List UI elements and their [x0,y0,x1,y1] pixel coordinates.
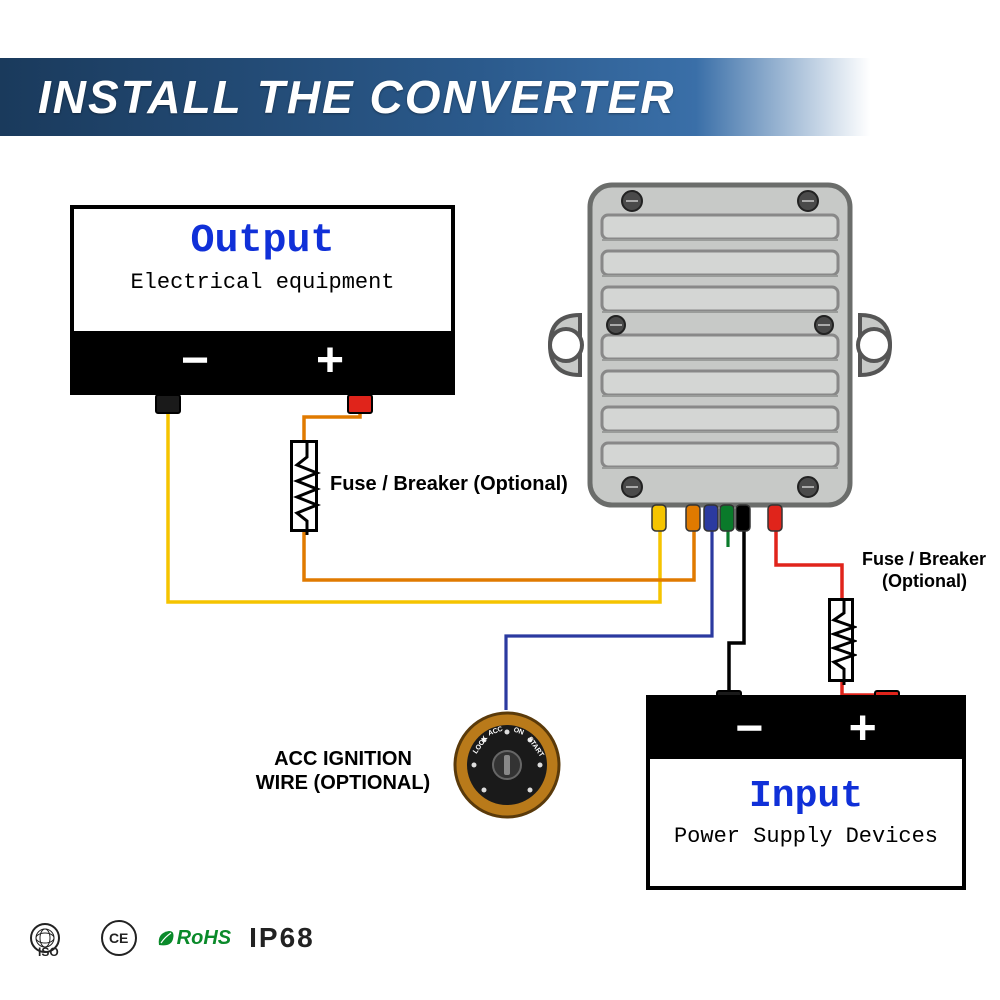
ip68-badge: IP68 [249,922,315,954]
output-sub: Electrical equipment [74,270,451,295]
ce-badge: CE [101,920,137,956]
ignition-label-1: ACC IGNITION [248,747,438,771]
output-terminal: Output Electrical equipment − + [70,205,455,395]
wiring-diagram: Output Electrical equipment − + Fuse / B… [0,155,1000,915]
wire-acc-blue [506,520,712,710]
input-plus: + [849,705,877,753]
post-out-minus [156,395,180,413]
output-minus: − [181,337,209,385]
fuse-right [828,598,854,682]
input-minus: − [735,705,763,753]
fuse-left [290,440,318,532]
input-terminal: − + Input Power Supply Devices [646,695,966,890]
title-banner: INSTALL THE CONVERTER [0,58,870,136]
input-heading: Input [650,775,962,818]
iso-badge: ISO [30,923,83,953]
input-polarity-strip: − + [650,699,962,759]
ignition-switch: LOCK ACC ON START [452,710,562,820]
fuse-right-label-1: Fuse / Breaker [862,549,986,570]
wire-in-minus [729,520,744,696]
output-plus: + [316,337,344,385]
output-heading: Output [74,219,451,264]
leaf-icon [155,927,177,949]
input-sub: Power Supply Devices [650,824,962,849]
post-out-plus [348,395,372,413]
certification-badges: ISO CE RoHS IP68 [30,920,315,956]
output-polarity-strip: − + [74,331,451,391]
title-text: INSTALL THE CONVERTER [38,70,675,124]
fuse-left-label: Fuse / Breaker (Optional) [330,473,568,496]
rohs-badge: RoHS [155,927,231,950]
ignition-label: ACC IGNITION WIRE (OPTIONAL) [248,747,438,795]
fuse-right-label-2: (Optional) [882,571,967,592]
converter-device [540,165,900,525]
ignition-label-2: WIRE (OPTIONAL) [248,771,438,795]
